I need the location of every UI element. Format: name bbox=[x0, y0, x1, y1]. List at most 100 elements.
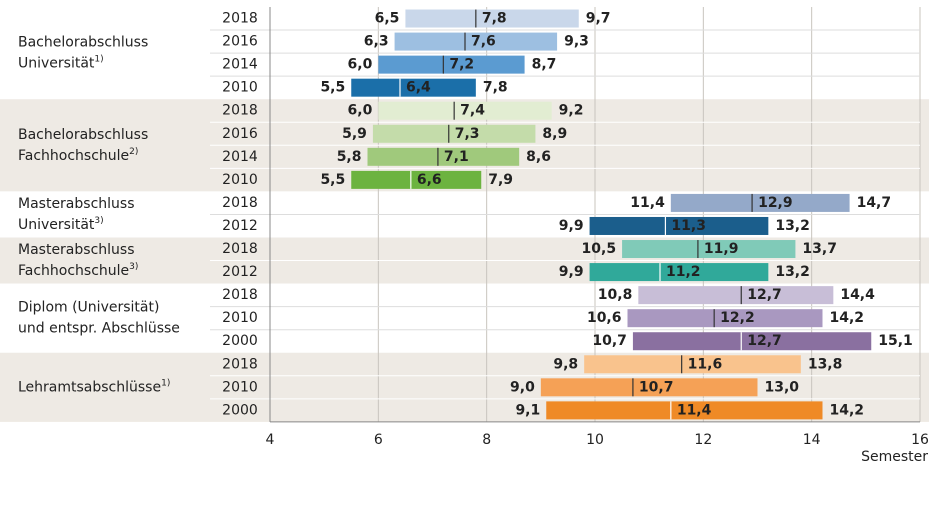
value-label: 9,0 bbox=[510, 379, 535, 395]
group-label: und entspr. Abschlüsse bbox=[18, 321, 180, 337]
group-label-line: Fachhochschule bbox=[18, 263, 129, 279]
value-label: 11,3 bbox=[671, 218, 706, 234]
group-label-line: Bachelorabschluss bbox=[18, 127, 148, 143]
range-bar bbox=[540, 378, 758, 397]
group-label: Masterabschluss bbox=[18, 196, 135, 212]
value-label: 11,4 bbox=[677, 402, 712, 418]
value-label: 10,7 bbox=[639, 379, 674, 395]
footnote-mark: 3) bbox=[129, 262, 138, 272]
group-label: Universität1) bbox=[18, 54, 104, 72]
range-bar bbox=[589, 216, 769, 235]
group-label: Fachhochschule2) bbox=[18, 146, 138, 164]
value-label: 6,0 bbox=[348, 57, 373, 73]
group-label-line: Universität bbox=[18, 217, 95, 233]
group-label-line: Bachelorabschluss bbox=[18, 35, 148, 51]
value-label: 11,4 bbox=[630, 195, 665, 211]
year-label: 2016 bbox=[222, 34, 258, 50]
range-bar bbox=[584, 355, 801, 374]
value-label: 6,3 bbox=[364, 34, 389, 50]
group-label-line: Diplom (Universität) bbox=[18, 300, 159, 316]
x-tick-label: 8 bbox=[482, 432, 491, 448]
value-label: 10,6 bbox=[587, 310, 622, 326]
value-label: 12,2 bbox=[720, 310, 755, 326]
value-label: 9,8 bbox=[553, 356, 578, 372]
range-bar bbox=[394, 32, 558, 51]
value-label: 7,9 bbox=[488, 172, 513, 188]
value-label: 7,8 bbox=[483, 80, 508, 96]
value-label: 14,2 bbox=[830, 310, 865, 326]
value-label: 6,6 bbox=[417, 172, 442, 188]
range-bar bbox=[632, 332, 872, 351]
footnote-mark: 1) bbox=[94, 54, 103, 64]
group-label-line: Masterabschluss bbox=[18, 196, 135, 212]
value-label: 11,9 bbox=[704, 241, 739, 257]
value-label: 11,6 bbox=[688, 356, 723, 372]
range-bar bbox=[351, 78, 476, 97]
value-label: 5,8 bbox=[337, 149, 362, 165]
group-label: Bachelorabschluss bbox=[18, 35, 148, 51]
year-label: 2014 bbox=[222, 149, 258, 165]
group-label: Bachelorabschluss bbox=[18, 127, 148, 143]
group-label: Masterabschluss bbox=[18, 242, 135, 258]
range-bar bbox=[367, 147, 520, 166]
group-label-line: Masterabschluss bbox=[18, 242, 135, 258]
value-label: 5,5 bbox=[320, 172, 345, 188]
year-label: 2018 bbox=[222, 287, 258, 303]
value-label: 7,8 bbox=[482, 11, 507, 27]
value-label: 7,1 bbox=[444, 149, 469, 165]
value-label: 9,3 bbox=[564, 34, 589, 50]
value-label: 9,7 bbox=[586, 11, 611, 27]
range-bar bbox=[378, 101, 552, 120]
value-label: 11,2 bbox=[666, 264, 701, 280]
group-label: Diplom (Universität) bbox=[18, 300, 159, 316]
value-label: 10,8 bbox=[598, 287, 633, 303]
range-bar bbox=[351, 170, 482, 189]
value-label: 7,4 bbox=[460, 103, 485, 119]
value-label: 8,7 bbox=[532, 57, 557, 73]
value-label: 12,9 bbox=[758, 195, 793, 211]
value-label: 8,6 bbox=[526, 149, 551, 165]
range-bar bbox=[372, 124, 536, 143]
group-label-line: Fachhochschule bbox=[18, 148, 129, 164]
x-tick-label: 16 bbox=[911, 432, 929, 448]
value-label: 14,4 bbox=[840, 287, 875, 303]
range-bar bbox=[622, 240, 796, 259]
group-label-line: Lehramtsabschlüsse bbox=[18, 379, 161, 395]
value-label: 6,4 bbox=[406, 80, 431, 96]
value-label: 10,7 bbox=[592, 333, 627, 349]
year-label: 2018 bbox=[222, 241, 258, 257]
group-label: Universität3) bbox=[18, 215, 104, 233]
year-label: 2016 bbox=[222, 126, 258, 142]
year-label: 2018 bbox=[222, 356, 258, 372]
x-axis-label: Semester bbox=[861, 449, 928, 465]
year-label: 2018 bbox=[222, 195, 258, 211]
range-bar bbox=[378, 55, 525, 74]
range-bar bbox=[638, 286, 834, 305]
range-bar bbox=[589, 263, 769, 282]
x-tick-label: 14 bbox=[803, 432, 821, 448]
value-label: 13,7 bbox=[802, 241, 837, 257]
value-label: 6,5 bbox=[375, 11, 400, 27]
year-label: 2012 bbox=[222, 264, 258, 280]
value-label: 13,0 bbox=[765, 379, 800, 395]
range-bar bbox=[627, 309, 823, 328]
year-label: 2000 bbox=[222, 333, 258, 349]
value-label: 6,0 bbox=[348, 103, 373, 119]
value-label: 7,3 bbox=[455, 126, 480, 142]
value-label: 5,5 bbox=[320, 80, 345, 96]
year-label: 2018 bbox=[222, 103, 258, 119]
value-label: 9,2 bbox=[559, 103, 584, 119]
range-bar bbox=[405, 9, 579, 28]
footnote-mark: 2) bbox=[129, 146, 138, 156]
value-label: 14,7 bbox=[857, 195, 892, 211]
value-label: 7,6 bbox=[471, 34, 496, 50]
year-label: 2012 bbox=[222, 218, 258, 234]
year-label: 2018 bbox=[222, 11, 258, 27]
value-label: 9,9 bbox=[559, 264, 584, 280]
group-label-line: Universität bbox=[18, 56, 95, 72]
value-label: 14,2 bbox=[830, 402, 865, 418]
range-bar bbox=[546, 401, 823, 420]
value-label: 13,2 bbox=[775, 218, 810, 234]
value-label: 7,2 bbox=[449, 57, 474, 73]
